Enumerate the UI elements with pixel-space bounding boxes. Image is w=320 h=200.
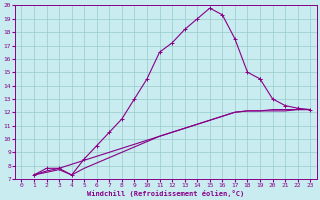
- X-axis label: Windchill (Refroidissement éolien,°C): Windchill (Refroidissement éolien,°C): [87, 190, 244, 197]
